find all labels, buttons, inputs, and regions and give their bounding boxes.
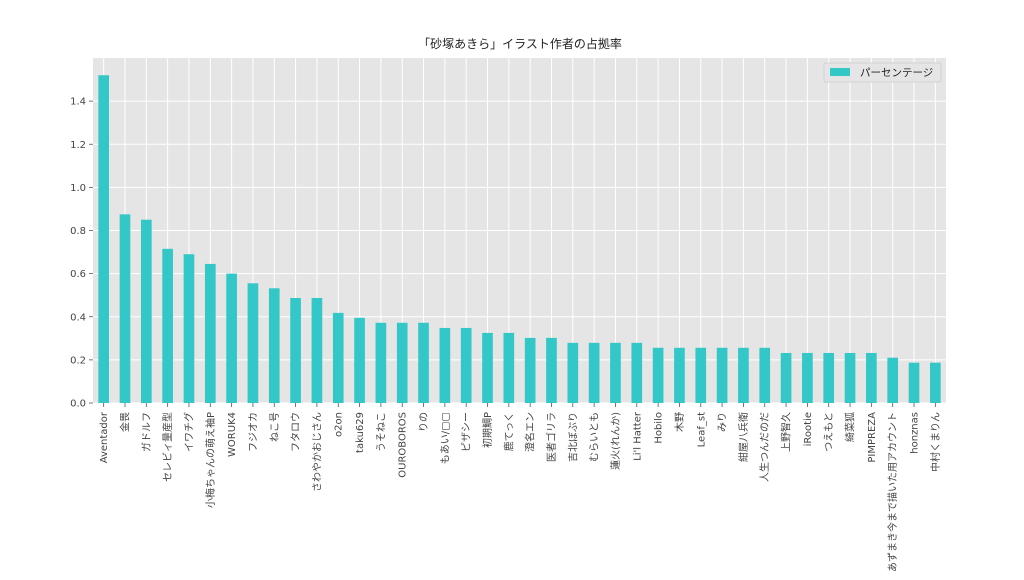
bar <box>375 322 387 403</box>
x-tick-label: さわやかおじさん <box>311 412 323 492</box>
legend-box <box>823 62 942 83</box>
bar <box>610 342 621 403</box>
x-tick-label: みり <box>717 412 729 432</box>
bar <box>119 214 131 403</box>
x-tick-label: うそねこ <box>375 412 387 452</box>
x-tick-label: 上野智久 <box>780 412 793 452</box>
bar <box>802 352 813 403</box>
bar <box>866 352 877 403</box>
x-tick-label: o2on <box>334 412 345 437</box>
bar <box>887 357 899 403</box>
x-tick-label: セレビィ量産型 <box>161 412 174 482</box>
bars <box>98 75 941 403</box>
x-tick-label: 綺菜狐 <box>844 412 857 442</box>
x-tick-label: iRootie <box>803 412 814 446</box>
x-tick-label: 小梅ちゃんの萌え袖P <box>204 412 217 508</box>
x-tick-label: あずまき今まで描いた用アカウント <box>886 412 899 572</box>
x-tick-label: ねこ号 <box>269 412 281 442</box>
legend: パーセンテージ <box>823 62 942 83</box>
x-tick-label: イワチグ <box>182 412 195 452</box>
x-tick-label: フジオカ <box>247 412 259 452</box>
x-tick-label: honznas <box>910 412 921 454</box>
x-tick-label: もあい/▢▢ <box>439 412 451 464</box>
bar <box>311 297 323 403</box>
x-tick-label: 木野 <box>674 412 686 432</box>
bar <box>396 322 408 403</box>
bar <box>460 327 472 403</box>
bar <box>140 219 152 403</box>
x-tick-label: つえもと <box>823 412 835 452</box>
x-tick-label: 人生つんだのだ <box>758 412 771 482</box>
y-tick-label: 1.0 <box>70 183 86 194</box>
bar <box>930 362 941 403</box>
x-tick-label: OUROBOROS <box>398 412 409 478</box>
bar <box>183 254 195 403</box>
y-tick-label: 0.0 <box>70 399 86 410</box>
bar <box>823 352 835 403</box>
bar <box>524 337 536 403</box>
x-tick-label: 金畏 <box>118 412 131 432</box>
x-tick-label: WORUK4 <box>227 412 238 457</box>
bar <box>780 352 792 403</box>
bar <box>908 362 920 403</box>
x-tick-label: 吉北ぼぶり <box>567 412 579 462</box>
x-tick-label: Li'l Hatter <box>632 411 643 461</box>
bar <box>695 347 707 403</box>
y-tick-label: 0.4 <box>70 312 86 323</box>
bar <box>567 342 579 403</box>
bar <box>354 317 365 403</box>
bar <box>631 342 643 403</box>
bar <box>162 248 173 403</box>
x-tick-label: 医者ゴリラ <box>545 412 558 462</box>
bar <box>439 327 451 403</box>
bar <box>332 312 344 403</box>
bar <box>418 322 429 403</box>
y-tick-label: 1.4 <box>70 97 86 108</box>
x-tick-label: Leaf_st <box>696 412 707 447</box>
bar <box>546 337 557 403</box>
bar <box>652 347 664 403</box>
bar <box>503 332 515 403</box>
x-tick-label: むらいとも <box>589 412 601 462</box>
x-tick-label: 中村くまりん <box>929 412 942 472</box>
x-tick-label: PIMPREZA <box>867 412 878 463</box>
y-tick-label: 0.6 <box>70 269 86 280</box>
x-axis-ticks: Aventador 金畏 ガドルフ セレビィ量産型 イワチグ 小梅ちゃんの萌え袖P WORU… <box>99 403 942 572</box>
bar <box>247 283 259 403</box>
legend-swatch <box>830 68 850 76</box>
bar <box>226 273 237 403</box>
x-tick-label: 紺屋八兵衛 <box>737 412 750 462</box>
bar <box>716 347 728 403</box>
x-tick-label: 澄名エン <box>524 412 537 452</box>
y-axis-ticks: 0.0 0.2 0.4 0.6 0.8 1.0 1.2 1.4 <box>70 97 93 410</box>
bar <box>674 347 685 403</box>
x-tick-label: ガドルフ <box>141 412 153 452</box>
x-tick-label: taku629 <box>355 412 366 453</box>
x-tick-label: フタロウ <box>290 412 302 452</box>
y-tick-label: 0.2 <box>70 355 86 366</box>
y-tick-label: 0.8 <box>70 226 86 237</box>
bar <box>290 297 301 403</box>
bar <box>204 263 216 403</box>
x-tick-label: Aventador <box>99 411 110 463</box>
bar <box>759 347 771 403</box>
x-tick-label: りの <box>418 412 430 432</box>
chart-title: 「砂塚あきら」イラスト作者の占拠率 <box>418 36 622 51</box>
x-tick-label: 初期鯛P <box>481 412 494 448</box>
x-tick-label: 蓮火(れんか) <box>609 412 622 470</box>
bar <box>738 347 749 403</box>
legend-label: パーセンテージ <box>860 67 933 79</box>
bar <box>482 332 493 403</box>
bar <box>844 352 856 403</box>
y-tick-label: 1.2 <box>70 140 86 151</box>
x-tick-label: Hobilo <box>654 412 665 444</box>
x-tick-label: ピザシー <box>461 412 473 452</box>
bar <box>98 75 109 403</box>
bar <box>268 288 280 403</box>
x-tick-label: 鹿てっく <box>502 412 515 451</box>
bar <box>588 342 600 403</box>
